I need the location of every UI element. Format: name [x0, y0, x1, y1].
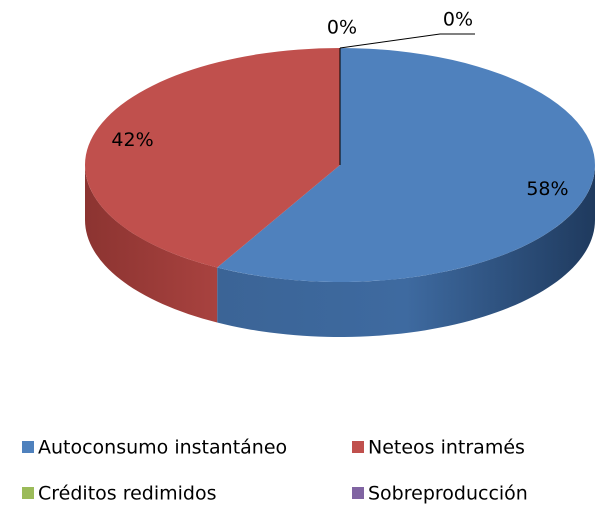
legend-swatch [352, 487, 364, 499]
slice [84, 48, 340, 268]
legend-swatch [22, 441, 34, 453]
legend-label: Autoconsumo instantáneo [38, 437, 287, 459]
legend-swatch [352, 441, 364, 453]
leader-line [339, 33, 475, 49]
legend-label: Créditos redimidos [38, 483, 217, 505]
data-label: 0% [443, 9, 473, 31]
legend-swatch [22, 487, 34, 499]
data-label: 42% [111, 129, 153, 151]
data-label: 58% [526, 178, 568, 200]
legend-label: Neteos intramés [368, 437, 525, 459]
legend-label: Sobreproducción [368, 483, 528, 505]
slice [217, 48, 595, 282]
data-label: 0% [327, 17, 357, 39]
slice-side [85, 165, 218, 323]
slice-side [217, 165, 595, 337]
